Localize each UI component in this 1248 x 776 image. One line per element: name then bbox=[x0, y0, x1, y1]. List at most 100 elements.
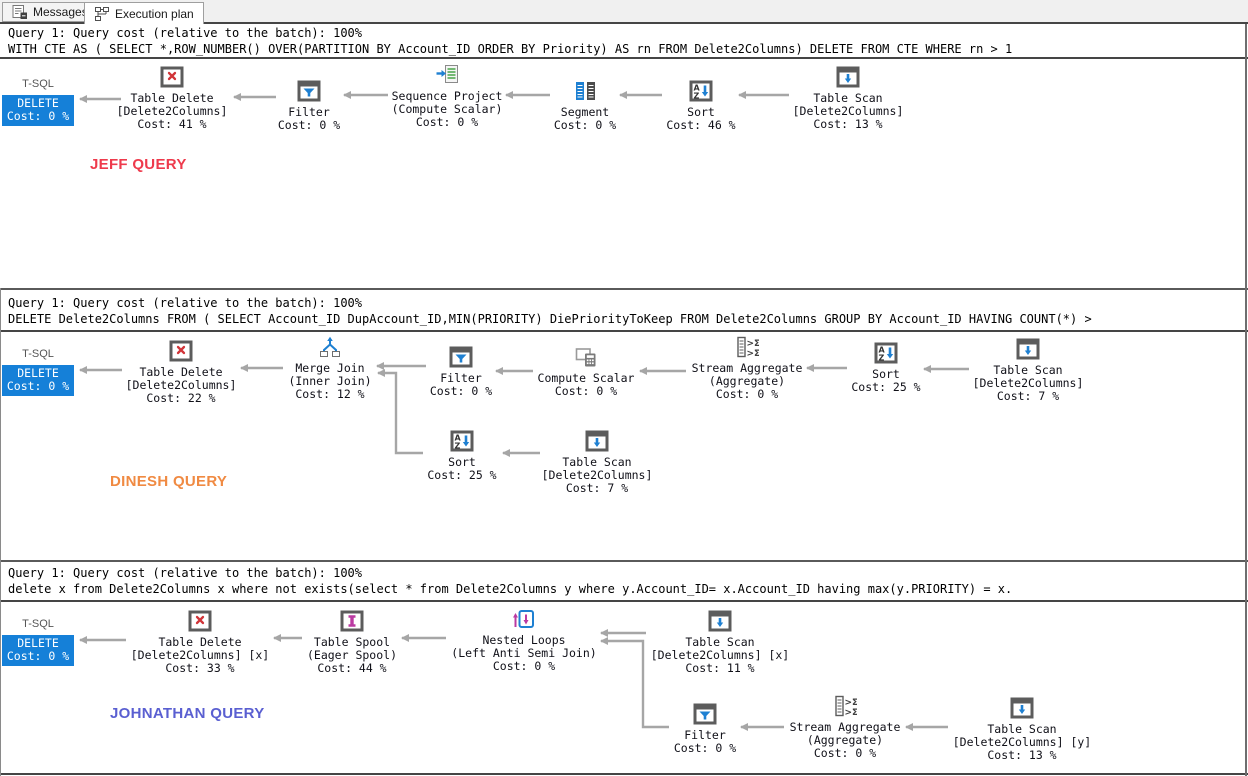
op-label-line: Segment bbox=[560, 105, 610, 119]
op-label-line: Cost: 0 % bbox=[415, 115, 479, 129]
plan-node-stream-aggregate[interactable]: >Σ >Σ Stream Aggregate (Aggregate) Cost: 0 % bbox=[647, 336, 847, 401]
op-label-line: Cost: 41 % bbox=[137, 117, 207, 131]
table-scan-icon bbox=[708, 610, 732, 632]
op-label-line: Nested Loops bbox=[482, 633, 566, 647]
plan-node-stream-aggregate[interactable]: >Σ >Σ Stream Aggregate (Aggregate) Cost: 0 % bbox=[745, 695, 945, 760]
op-label-line: Merge Join bbox=[295, 361, 365, 375]
tab-execution-plan[interactable]: Execution plan bbox=[84, 2, 204, 24]
svg-text:A: A bbox=[879, 346, 886, 355]
plan-arrowhead bbox=[738, 91, 746, 99]
plan-node-table-delete[interactable]: Table Delete [Delete2Columns] Cost: 41 % bbox=[72, 66, 272, 131]
op-label-line: Cost: 7 % bbox=[565, 481, 629, 495]
plan-node-compute-scalar[interactable]: Compute Scalar Cost: 0 % bbox=[486, 346, 686, 398]
plan-node-table-scan[interactable]: Table Scan [Delete2Columns] [y] Cost: 13 % bbox=[922, 697, 1122, 762]
op-label-line: Sequence Project bbox=[391, 89, 503, 103]
plan-arrowhead bbox=[923, 365, 931, 373]
delete-box-line: Cost: 0 % bbox=[6, 109, 70, 123]
plan-node-table-spool[interactable]: Table Spool (Eager Spool) Cost: 44 % bbox=[252, 610, 452, 675]
svg-text:A: A bbox=[455, 434, 462, 443]
execution-plan-icon bbox=[94, 6, 110, 22]
op-label-line: [Delete2Columns] bbox=[792, 104, 904, 118]
op-label-line: Table Delete bbox=[130, 91, 214, 105]
query-cost-header-3: Query 1: Query cost (relative to the bat… bbox=[8, 566, 363, 580]
plan-arrow bbox=[378, 371, 423, 455]
delete-box-line: DELETE bbox=[17, 96, 59, 110]
tabbar-bottom-line bbox=[0, 22, 1248, 24]
stream-aggregate-icon: >Σ >Σ bbox=[833, 695, 857, 717]
plan-node-table-scan[interactable]: Table Scan [Delete2Columns] Cost: 13 % bbox=[748, 66, 948, 131]
op-label-line: Table Delete bbox=[158, 635, 242, 649]
op-label-line: Cost: 25 % bbox=[851, 380, 921, 394]
annotation-johnathan-query: JOHNATHAN QUERY bbox=[110, 705, 265, 722]
plan-node-table-delete[interactable]: Table Delete [Delete2Columns] Cost: 22 % bbox=[81, 340, 281, 405]
op-label-line: Cost: 0 % bbox=[715, 387, 779, 401]
plan-node-sequence-project[interactable]: Sequence Project (Compute Scalar) Cost: 0 … bbox=[347, 64, 547, 129]
op-label-line: Compute Scalar bbox=[537, 371, 635, 385]
plan-node-sort[interactable]: A Z Sort Cost: 25 % bbox=[362, 430, 562, 482]
plan-node-filter[interactable]: Filter Cost: 0 % bbox=[605, 703, 805, 755]
svg-text:Z: Z bbox=[694, 92, 700, 101]
op-label-line: Cost: 0 % bbox=[492, 659, 556, 673]
plan-arrowhead bbox=[240, 364, 248, 372]
plan-node-tsql-result[interactable]: T-SQL DELETE Cost: 0 % bbox=[2, 78, 74, 126]
table-scan-icon bbox=[1016, 338, 1040, 360]
compute-scalar-icon bbox=[574, 346, 598, 368]
op-label-line: [Delete2Columns] [x] bbox=[650, 648, 790, 662]
plan-arrowhead bbox=[79, 636, 87, 644]
delete-statement-box: DELETE Cost: 0 % bbox=[2, 365, 74, 396]
plan-arrow bbox=[601, 639, 669, 729]
filter-icon bbox=[297, 80, 321, 102]
plan-arrowhead bbox=[401, 634, 409, 642]
plan-arrowhead bbox=[806, 364, 814, 372]
table-delete-icon bbox=[160, 66, 184, 88]
nested-loops-icon bbox=[512, 608, 536, 630]
op-label-line: Cost: 0 % bbox=[429, 384, 493, 398]
plan-node-table-scan[interactable]: Table Scan [Delete2Columns] [x] Cost: 11 % bbox=[620, 610, 820, 675]
svg-text:>Σ: >Σ bbox=[747, 349, 760, 358]
plan-arrowhead bbox=[505, 91, 513, 99]
separator-line bbox=[0, 560, 1248, 562]
delete-box-line: DELETE bbox=[17, 366, 59, 380]
op-label-line: Filter bbox=[684, 728, 726, 742]
op-label-line: [Delete2Columns] bbox=[125, 378, 237, 392]
op-label-line: Cost: 22 % bbox=[146, 391, 216, 405]
op-label-line: (Compute Scalar) bbox=[391, 102, 503, 116]
delete-statement-box: DELETE Cost: 0 % bbox=[2, 635, 74, 666]
annotation-jeff-query: JEFF QUERY bbox=[90, 156, 187, 173]
plan-arrowhead bbox=[376, 362, 384, 370]
op-label-line: (Left Anti Semi Join) bbox=[451, 646, 597, 660]
plan-node-table-scan[interactable]: Table Scan [Delete2Columns] Cost: 7 % bbox=[497, 430, 697, 495]
op-label-line: Table Scan bbox=[813, 91, 883, 105]
plan-node-nested-loops[interactable]: Nested Loops (Left Anti Semi Join) Cost: 0… bbox=[424, 608, 624, 673]
op-label-line: Table Scan bbox=[685, 635, 755, 649]
plan-node-tsql-result[interactable]: T-SQL DELETE Cost: 0 % bbox=[2, 618, 74, 666]
plan-node-merge-join[interactable]: Merge Join (Inner Join) Cost: 12 % bbox=[230, 336, 430, 401]
segment-icon bbox=[573, 80, 597, 102]
plan-arrowhead bbox=[343, 91, 351, 99]
svg-text:Z: Z bbox=[879, 354, 885, 363]
op-label-line: [Delete2Columns] bbox=[541, 468, 653, 482]
svg-text:>Σ: >Σ bbox=[747, 339, 760, 349]
plan-node-sort[interactable]: A Z Sort Cost: 25 % bbox=[786, 342, 986, 394]
plan-node-sort[interactable]: A Z Sort Cost: 46 % bbox=[601, 80, 801, 132]
plan-node-tsql-result[interactable]: T-SQL DELETE Cost: 0 % bbox=[2, 348, 74, 396]
svg-text:>Σ: >Σ bbox=[845, 708, 858, 717]
op-label-line: Cost: 0 % bbox=[554, 384, 618, 398]
tab-messages[interactable]: Messages bbox=[2, 2, 98, 22]
op-label-line: [Delete2Columns] [y] bbox=[952, 735, 1092, 749]
op-label-line: Table Scan bbox=[987, 722, 1057, 736]
plan-node-filter[interactable]: Filter Cost: 0 % bbox=[361, 346, 561, 398]
separator-line bbox=[0, 330, 1248, 332]
plan-node-table-delete[interactable]: Table Delete [Delete2Columns] [x] Cost: 33… bbox=[100, 610, 300, 675]
plan-node-filter[interactable]: Filter Cost: 0 % bbox=[209, 80, 409, 132]
svg-text:Z: Z bbox=[455, 442, 461, 451]
op-label-line: Filter bbox=[288, 105, 330, 119]
left-border-line bbox=[0, 288, 1, 776]
plan-node-segment[interactable]: Segment Cost: 0 % bbox=[485, 80, 685, 132]
tab-bar bbox=[0, 0, 1248, 22]
op-label-line: Stream Aggregate bbox=[789, 720, 901, 734]
plan-node-table-scan[interactable]: Table Scan [Delete2Columns] Cost: 7 % bbox=[928, 338, 1128, 403]
